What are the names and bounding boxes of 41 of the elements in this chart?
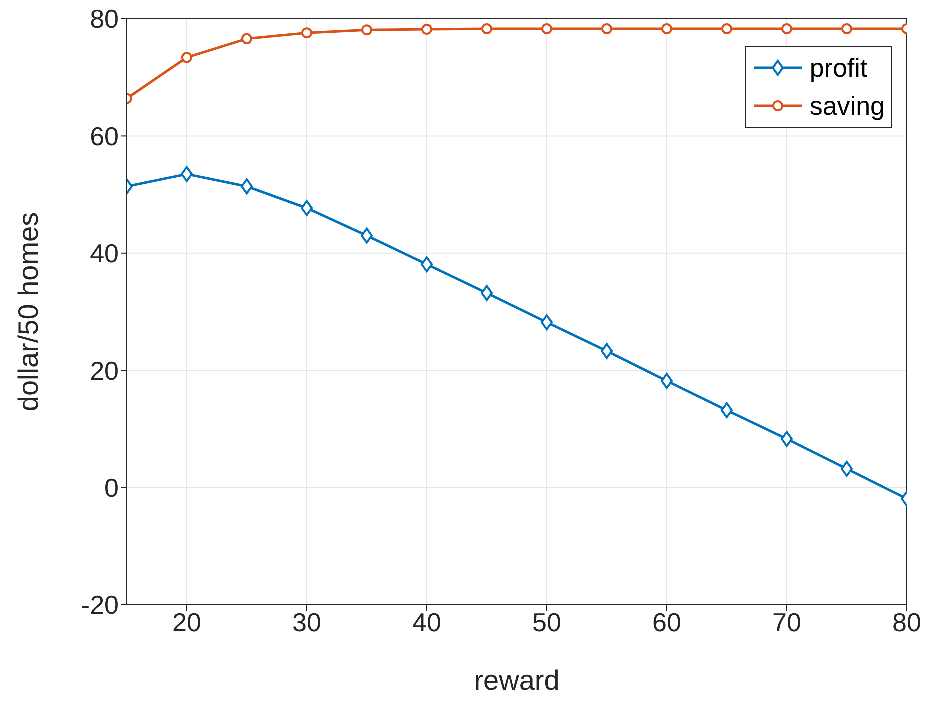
point [182,52,192,64]
x-tick-label: 40 [412,607,442,638]
x-axis-title: reward [474,665,560,696]
point [482,23,492,34]
point [361,228,373,244]
x-tick-label: 60 [652,607,682,638]
y-axis-title: dollar/50 homes [12,212,44,412]
y-tick-label: 60 [90,121,119,152]
point [242,33,252,44]
point [302,28,312,39]
point [542,23,552,34]
point [421,256,433,273]
point [481,285,493,302]
x-tick-label: 50 [532,607,562,638]
point [841,461,853,478]
legend-label: saving [810,90,885,123]
point [842,23,852,34]
point [601,343,613,360]
point [721,402,733,418]
point [241,178,253,195]
point [662,23,672,34]
y-tick-label: 0 [104,473,119,504]
x-tick-label: 70 [772,607,802,638]
y-tick-label: 80 [90,4,119,34]
point [422,24,432,36]
point [661,373,673,390]
point [301,200,313,216]
x-tick-label: 20 [172,607,202,638]
point [602,23,612,34]
point [181,166,193,182]
y-tick-label: -20 [81,590,119,620]
x-tick-label: 80 [892,607,922,638]
point [362,24,372,36]
y-tick-label: 40 [90,238,119,269]
legend-label: profit [810,52,868,85]
point [541,314,553,331]
y-tick-label: 20 [90,356,119,386]
point [781,431,793,448]
point [782,23,792,34]
x-tick-label: 30 [292,607,322,638]
point [722,23,732,34]
